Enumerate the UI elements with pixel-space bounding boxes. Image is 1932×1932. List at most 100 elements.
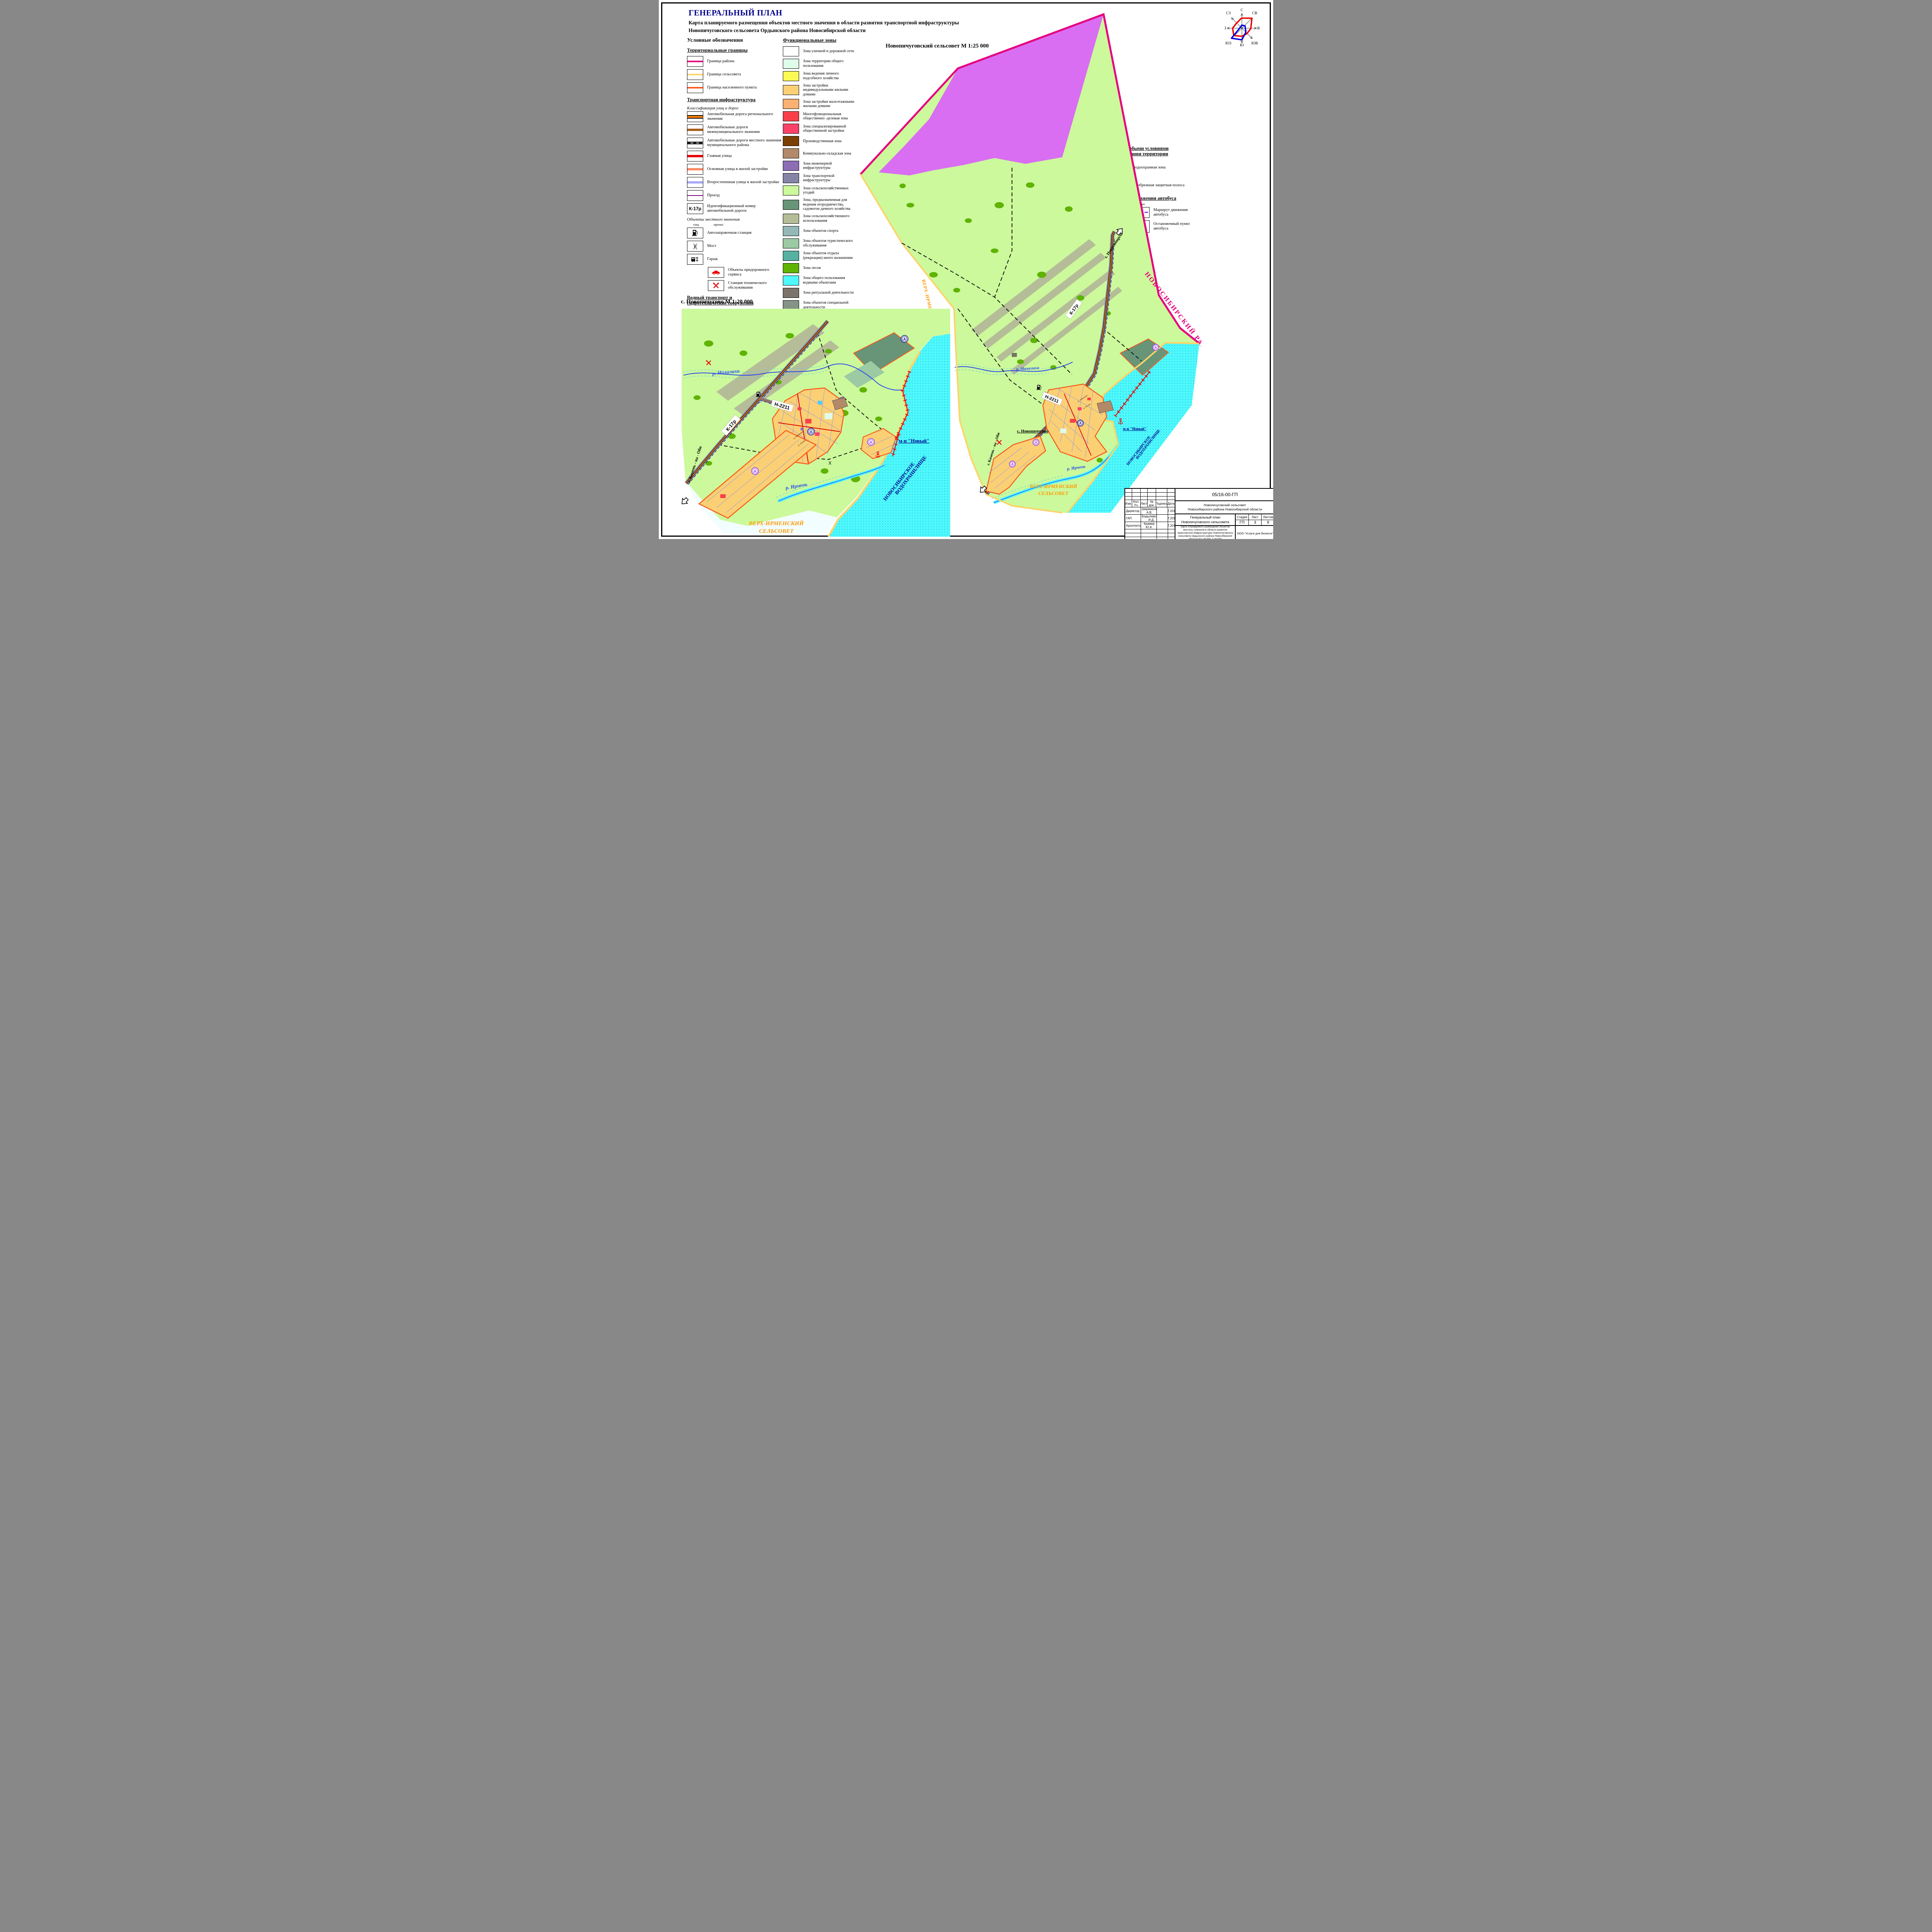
sheets-value: 9 bbox=[1267, 520, 1269, 525]
inset-map: )( А А А А К-17р bbox=[680, 309, 950, 537]
agricultural-strips bbox=[971, 239, 1122, 375]
svg-text:А: А bbox=[1011, 463, 1014, 466]
svg-text:А: А bbox=[810, 430, 813, 434]
tourist-zone bbox=[844, 361, 884, 388]
driveway-swatch bbox=[687, 190, 703, 201]
company-name: ООО "Услуги для бизнеса" bbox=[1237, 531, 1273, 535]
local-roads bbox=[901, 168, 1142, 405]
local-objects-subheading: Объекты местного значения bbox=[687, 217, 740, 222]
wind-rose-blue bbox=[1231, 24, 1247, 41]
fuel-station-icon bbox=[1036, 385, 1041, 390]
zone-swatch bbox=[783, 46, 799, 56]
title-block: Изм. Кол. Уч. Лист № док. Подпись Дата Д… bbox=[1124, 488, 1273, 539]
zone-swatch bbox=[783, 185, 799, 196]
compass-rose: С СВ В ЮВ Ю ЮЗ З СЗ bbox=[1224, 8, 1260, 47]
zone-item: Зона территории общего пользования bbox=[783, 58, 859, 69]
bus-route-existing bbox=[688, 333, 820, 485]
stage-value: ГП bbox=[1236, 520, 1249, 525]
bus-stop: А bbox=[901, 335, 908, 343]
pier-icon bbox=[1118, 418, 1123, 425]
legend-item: Автомобильная дорога регионального значе… bbox=[687, 111, 782, 122]
zone-swatch bbox=[783, 213, 799, 224]
zone-item: Зона транспортной инфраструктуры bbox=[783, 173, 859, 184]
zone-swatch bbox=[783, 111, 799, 122]
zone-item: Зона, предназначенная для ведения огород… bbox=[783, 198, 859, 211]
zone-swatch bbox=[783, 263, 799, 273]
zone-swatch bbox=[783, 71, 799, 81]
zone-swatch bbox=[783, 85, 799, 95]
secondary-street-swatch bbox=[687, 177, 703, 188]
zone-item: Зона инженерной инфраструктуры bbox=[783, 161, 859, 171]
transport-heading: Транспортная инфраструктура bbox=[687, 97, 756, 103]
roads-class-subheading: Классификация улиц и дорог bbox=[687, 105, 739, 111]
fuel-station-icon bbox=[687, 227, 703, 238]
project-name: Генеральный план Новопичуговского сельсо… bbox=[1175, 514, 1236, 525]
svg-text:А: А bbox=[870, 440, 872, 444]
river-makhalikha bbox=[683, 362, 901, 391]
zone-item: Зона объектов туристического обслуживани… bbox=[783, 238, 859, 248]
settlement-strip-sw bbox=[698, 430, 817, 519]
inset-map-title: с. Новопичугово М 1:20 000 bbox=[681, 299, 753, 305]
page-subtitle-2: Новопичуговского сельсовета Ордынского р… bbox=[689, 27, 866, 33]
legend-item: Автомобильные дороги межмуниципального з… bbox=[687, 124, 782, 136]
flood-band bbox=[685, 481, 837, 534]
sheet-frame: ГЕНЕРАЛЬНЫЙ ПЛАН Карта планируемого разм… bbox=[661, 2, 1273, 539]
zone-swatch bbox=[783, 199, 799, 210]
service-station-icon bbox=[997, 440, 1002, 445]
garage-icon bbox=[687, 253, 703, 265]
svg-text:А: А bbox=[754, 469, 757, 473]
zone-item: Зона общего пользования водными объектам… bbox=[783, 275, 859, 286]
legend-item: Объекты придорожного сервиса bbox=[687, 267, 782, 278]
water-transport-heading-2: гидротехнические сооружения bbox=[687, 300, 754, 306]
general-plan-sheet: ГЕНЕРАЛЬНЫЙ ПЛАН Карта планируемого разм… bbox=[659, 0, 1273, 539]
settlement-border-swatch bbox=[687, 82, 703, 94]
settlement-new-district bbox=[861, 428, 897, 459]
zone-item: Зона сельскохозяйственного использования bbox=[783, 213, 859, 224]
intermunicipal-road-swatch bbox=[687, 124, 703, 136]
page-subtitle-1: Карта планируемого размещения объектов м… bbox=[689, 20, 959, 26]
zone-swatch bbox=[783, 173, 799, 184]
main-map: А А А А К-17р Н-2211 НОВОСИБИРСКИЙ РАЙОН… bbox=[860, 13, 1201, 514]
label-river-makhalikha: р. Махалиха bbox=[712, 368, 740, 376]
zone-item: Зона ведения личного подсобного хозяйств… bbox=[783, 71, 859, 81]
district-border-swatch bbox=[687, 56, 703, 67]
selsovet-border-swatch bbox=[687, 69, 703, 80]
stage-table: Стадия Лист Листов ГП 3 9 bbox=[1236, 514, 1273, 525]
compass-s: Ю bbox=[1240, 43, 1244, 47]
wind-rose-red bbox=[1232, 17, 1253, 37]
page-title: ГЕНЕРАЛЬНЫЙ ПЛАН bbox=[689, 8, 782, 17]
ritual-zone bbox=[1012, 353, 1017, 357]
river-irmen bbox=[776, 464, 885, 503]
legend-item: Граница населенного пункта bbox=[687, 82, 782, 94]
bridge-icon: )( bbox=[687, 240, 703, 252]
zone-swatch bbox=[783, 148, 799, 159]
map-caption: Карта планируемого размещения объектов м… bbox=[1175, 526, 1236, 539]
label-new-district: м-н "Новый" bbox=[1123, 427, 1146, 431]
compass-ne: СВ bbox=[1252, 11, 1257, 15]
svg-text:А: А bbox=[1155, 346, 1157, 349]
road-id-swatch: К-17р bbox=[687, 203, 703, 214]
bridge-icon: )( bbox=[828, 460, 832, 465]
legend-item: К-17р Идентификационный номер автомобиль… bbox=[687, 203, 782, 214]
inset-reservoir bbox=[828, 334, 950, 537]
legend-item: Граница сельсовета bbox=[687, 69, 782, 80]
functional-zones-heading: Функциональные зоны bbox=[783, 37, 837, 43]
zone-item: Зона лесов bbox=[783, 263, 859, 273]
functional-zones-legend: Функциональные зоны Зона уличной и дорож… bbox=[783, 37, 859, 347]
zone-item: Зона уличной и дорожной сети bbox=[783, 46, 859, 56]
regional-road-swatch bbox=[687, 111, 703, 122]
legend-item: Проезд bbox=[687, 190, 782, 201]
zone-swatch bbox=[783, 124, 799, 134]
legend-heading: Условные обозначения bbox=[687, 37, 743, 43]
selsovet-boundary bbox=[860, 173, 1063, 514]
main-map-title: Новопичуговский сельсовет М 1:25 000 bbox=[886, 43, 989, 49]
shore-protection bbox=[891, 371, 912, 457]
zone-item: Зона застройки индивидуальными жилыми до… bbox=[783, 83, 859, 97]
bus-stop: А bbox=[1077, 420, 1084, 427]
stamp-row: Директор Шарманов А.В. 07.2016 bbox=[1125, 507, 1175, 515]
district-boundary bbox=[860, 13, 1200, 344]
columns-header: сущ. проект. bbox=[693, 223, 724, 227]
stamp-columns-header: Изм. Кол. Уч. Лист № док. Подпись Дата bbox=[1125, 500, 1175, 508]
svg-text:А: А bbox=[903, 337, 906, 341]
zone-swatch bbox=[783, 226, 799, 236]
